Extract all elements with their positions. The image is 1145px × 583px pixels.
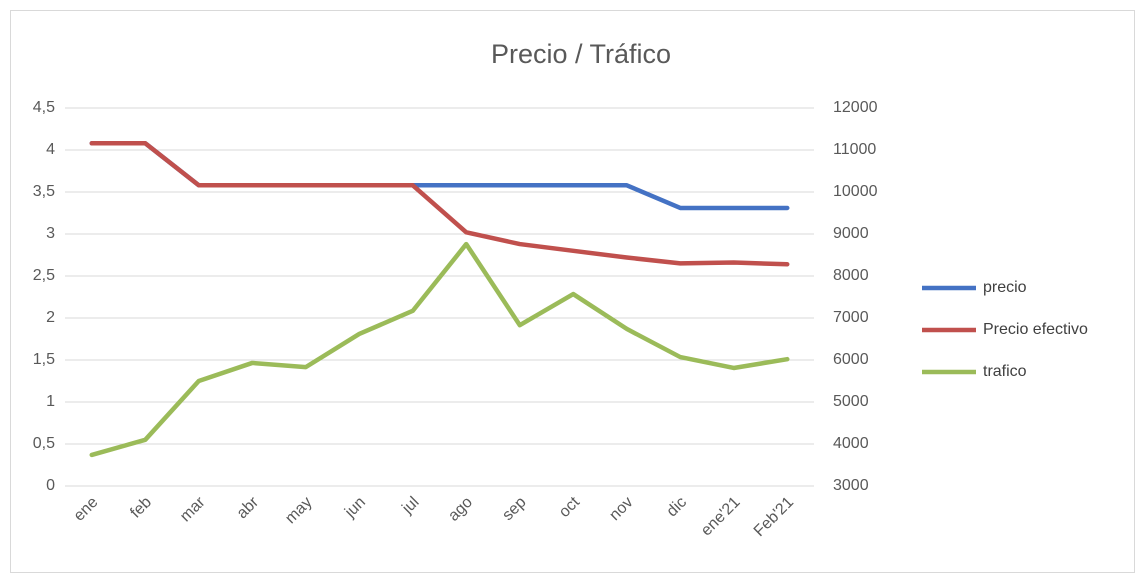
y2-tick-label: 10000: [833, 183, 878, 200]
y-tick-label: 3,5: [33, 183, 55, 200]
y2-tick-label: 11000: [833, 141, 876, 158]
y2-tick-label: 6000: [833, 351, 869, 368]
y2-tick-label: 12000: [833, 99, 878, 116]
chart-border: [10, 10, 1135, 573]
series-line: [89, 241, 790, 458]
y2-tick-label: 3000: [833, 477, 869, 494]
y-tick-label: 2,5: [33, 267, 55, 284]
y-tick-label: 4: [46, 141, 55, 158]
chart-title: Precio / Tráfico: [491, 39, 671, 69]
y-tick-label: 1: [46, 393, 55, 410]
y2-tick-label: 9000: [833, 225, 869, 242]
y-tick-label: 0: [46, 477, 55, 494]
y-tick-label: 0,5: [33, 435, 55, 452]
legend-label: Precio efectivo: [983, 321, 1088, 338]
y2-tick-label: 5000: [833, 393, 869, 410]
y2-tick-label: 8000: [833, 267, 869, 284]
legend-label: trafico: [983, 363, 1027, 380]
y-tick-label: 4,5: [33, 99, 55, 116]
legend-label: precio: [983, 279, 1027, 296]
y-tick-label: 3: [46, 225, 55, 242]
series-line: [89, 141, 790, 267]
y-tick-label: 2: [46, 309, 55, 326]
y2-tick-label: 4000: [833, 435, 869, 452]
y-tick-label: 1,5: [33, 351, 55, 368]
y2-tick-label: 7000: [833, 309, 869, 326]
